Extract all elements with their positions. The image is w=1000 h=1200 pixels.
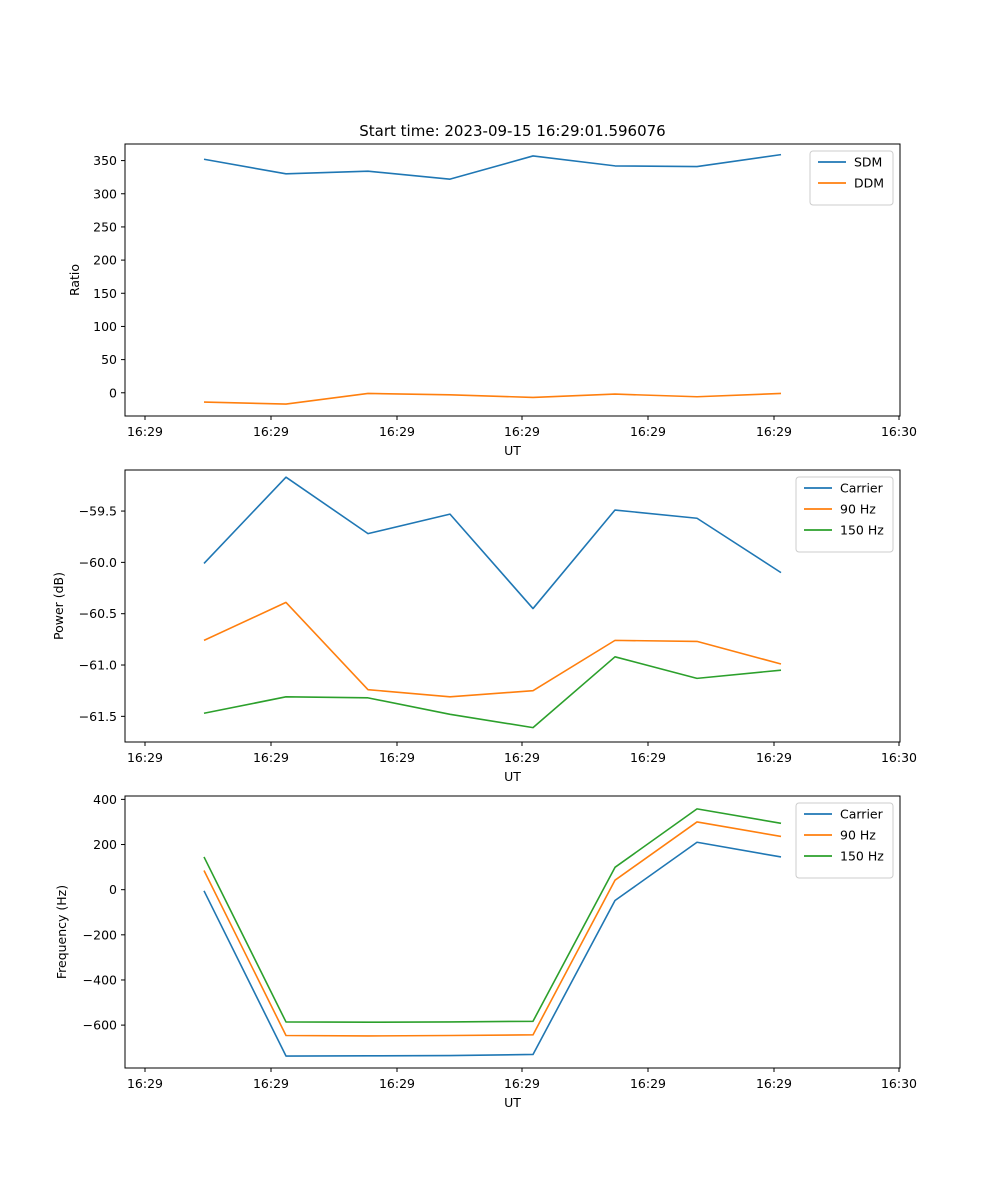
subplot-1-y-tick-label: 50 — [101, 352, 117, 367]
subplot-3-axes-frame — [124, 795, 901, 1069]
chart-root: 16:29 16:29 16:29 16:29 16:29 16:29 16:30 0 50 10… — [51, 122, 917, 1110]
subplot-1-x-tick-label: 16:30 — [881, 424, 917, 439]
subplot-2-x-tick-label: 16:30 — [881, 750, 917, 765]
subplot-2-x-tick-label: 16:29 — [504, 750, 540, 765]
subplot-1-y-tick-label: 150 — [93, 286, 117, 301]
subplot-3-x-tick-label: 16:29 — [630, 1076, 666, 1091]
subplot-1-x-tick-label: 16:29 — [127, 424, 163, 439]
subplot-1-y-tick-label: 200 — [93, 253, 117, 268]
subplot-1-x-tick-label: 16:29 — [630, 424, 666, 439]
subplot-2-x-tick-label: 16:29 — [253, 750, 289, 765]
subplot-1-x-axis-label: UT — [504, 443, 521, 458]
subplot-2-series-150-hz-line — [203, 656, 782, 729]
subplot-2-legend-label: 90 Hz — [840, 502, 876, 517]
subplot-1-legend-label: DDM — [854, 176, 884, 191]
subplot-3-y-tick-label: −400 — [83, 972, 117, 987]
subplot-1-x-tick-label: 16:29 — [379, 424, 415, 439]
subplot-1-y-tick-label: 250 — [93, 219, 117, 234]
subplot-2-x-tick-label: 16:29 — [379, 750, 415, 765]
subplot-3-x-tick-label: 16:30 — [881, 1076, 917, 1091]
subplot-2-legend-box — [795, 476, 894, 553]
subplot-2-x-tick-label: 16:29 — [756, 750, 792, 765]
subplot-1-legend-label: SDM — [854, 155, 882, 170]
subplot-1-legend-box — [809, 150, 894, 206]
subplot-2-x-tick-label: 16:29 — [127, 750, 163, 765]
subplot-3-x-axis-label: UT — [504, 1095, 521, 1110]
subplot-3-y-tick-label: −200 — [83, 927, 117, 942]
subplot-1-axes-frame — [124, 143, 901, 417]
subplot-2-y-tick-label: −61.5 — [79, 709, 117, 724]
subplot-3-legend-label: Carrier — [840, 807, 884, 822]
subplot-2-y-axis-label: Power (dB) — [51, 572, 66, 640]
subplot-3-series-90-hz-line — [203, 821, 782, 1037]
subplot-2-series-90-hz-line — [203, 601, 782, 698]
subplot-3-y-tick-label: 0 — [109, 882, 117, 897]
subplot-1: 16:29 16:29 16:29 16:29 16:29 16:29 16:30 0 50 10… — [67, 122, 917, 458]
subplot-3-x-tick-label: 16:29 — [379, 1076, 415, 1091]
subplot-3-x-tick-label: 16:29 — [127, 1076, 163, 1091]
subplot-3-x-tick-label: 16:29 — [504, 1076, 540, 1091]
subplot-1-x-tick-label: 16:29 — [253, 424, 289, 439]
subplot-2-x-tick-label: 16:29 — [630, 750, 666, 765]
subplot-2-y-tick-label: −59.5 — [79, 504, 117, 519]
subplot-1-series-ddm-line — [203, 392, 782, 405]
subplot-3-y-tick-label: 200 — [93, 837, 117, 852]
subplot-2-legend-label: 150 Hz — [840, 523, 884, 538]
subplot-3-legend: Carrier 90 Hz 150 Hz — [795, 802, 894, 879]
subplot-1-y-tick-label: 350 — [93, 153, 117, 168]
subplot-3-legend-label: 90 Hz — [840, 828, 876, 843]
subplot-2-legend-label: Carrier — [840, 481, 884, 496]
subplot-3: 16:29 16:29 16:29 16:29 16:29 16:29 16:30 −600 −… — [54, 792, 917, 1110]
subplot-1-x-tick-label: 16:29 — [504, 424, 540, 439]
subplot-3-legend-label: 150 Hz — [840, 849, 884, 864]
subplot-2: 16:29 16:29 16:29 16:29 16:29 16:29 16:30 −61.5… — [51, 469, 917, 784]
subplot-3-legend-box — [795, 802, 894, 879]
subplot-3-y-tick-label: 400 — [93, 792, 117, 807]
subplot-1-y-tick-label: 100 — [93, 319, 117, 334]
subplot-1-y-tick-label: 300 — [93, 186, 117, 201]
subplot-1-series-sdm-line — [203, 153, 782, 180]
subplot-1-title: Start time: 2023-09-15 16:29:01.596076 — [359, 122, 665, 140]
subplot-2-axes-frame — [124, 469, 901, 743]
subplot-3-y-axis-label: Frequency (Hz) — [54, 885, 69, 979]
subplot-2-y-tick-label: −60.0 — [79, 555, 117, 570]
subplot-2-x-axis-label: UT — [504, 769, 521, 784]
subplot-1-x-tick-label: 16:29 — [756, 424, 792, 439]
subplot-3-series-150-hz-line — [203, 808, 782, 1023]
subplot-3-y-tick-label: −600 — [83, 1018, 117, 1033]
subplot-1-y-tick-label: 0 — [109, 385, 117, 400]
subplot-3-x-tick-label: 16:29 — [756, 1076, 792, 1091]
subplot-2-legend: Carrier 90 Hz 150 Hz — [795, 476, 894, 553]
subplot-2-y-tick-label: −61.0 — [79, 658, 117, 673]
subplot-2-series-carrier-line — [203, 476, 782, 610]
subplot-3-x-tick-label: 16:29 — [253, 1076, 289, 1091]
subplot-3-series-carrier-line — [203, 841, 782, 1057]
subplot-2-y-tick-label: −60.5 — [79, 606, 117, 621]
subplot-1-legend: SDM DDM — [809, 150, 894, 206]
subplot-1-y-axis-label: Ratio — [67, 264, 82, 296]
